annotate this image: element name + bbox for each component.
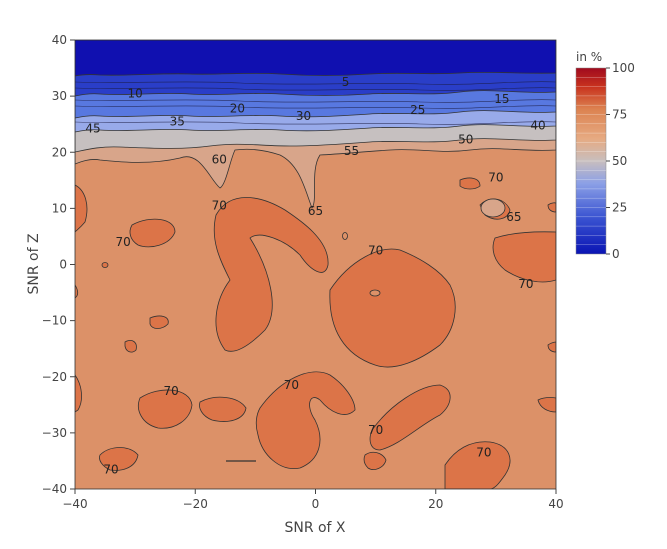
x-tick-label: −40 [62, 497, 87, 511]
contour-label: 70 [368, 243, 383, 257]
contour-label: 70 [284, 378, 299, 392]
y-tick-label: 20 [52, 145, 67, 159]
y-axis-ticks: 40 30 20 10 0 −10 −20 −30 −40 [42, 33, 75, 496]
y-tick-label: 40 [52, 33, 67, 47]
contour-label: 70 [518, 277, 533, 291]
colorbar-band-lines [576, 77, 606, 245]
small-contours [101, 198, 506, 462]
y-axis-title: SNR of Z [26, 233, 42, 294]
contour-label: 65 [308, 204, 323, 218]
x-tick-label: −20 [183, 497, 208, 511]
contour-label: 45 [85, 122, 100, 136]
contour-label: 50 [458, 132, 473, 146]
x-tick-label: 0 [312, 497, 320, 511]
contour-label: 65 [506, 210, 521, 224]
x-axis-ticks: −40 −20 0 20 40 [62, 489, 564, 511]
contour-label: 70 [164, 384, 179, 398]
colorbar-tick-label: 100 [612, 61, 635, 75]
contour-label: 30 [296, 109, 311, 123]
contour-label: 25 [410, 103, 425, 117]
colorbar-tick-label: 50 [612, 154, 627, 168]
y-tick-label: −40 [42, 482, 67, 496]
colorbar: in % 0 25 50 75 100 [575, 50, 635, 261]
colorbar-title: in % [576, 50, 602, 64]
contour-label: 70 [476, 446, 491, 460]
contour-label: 70 [103, 462, 118, 476]
contour-label: 35 [170, 114, 185, 128]
colorbar-tick-label: 0 [612, 247, 620, 261]
colorbar-tick-label: 75 [612, 108, 627, 122]
contour-label: 70 [368, 423, 383, 437]
y-tick-label: −30 [42, 426, 67, 440]
contour-label: 70 [212, 199, 227, 213]
contour-label: 40 [530, 118, 545, 132]
islands-70 [75, 177, 556, 489]
y-tick-label: −10 [42, 314, 67, 328]
contour-label: 70 [488, 171, 503, 185]
contour-label: 15 [494, 92, 509, 106]
x-tick-label: 20 [428, 497, 443, 511]
y-tick-label: −20 [42, 370, 67, 384]
plot-area: 5 10 15 20 25 30 35 40 45 50 55 60 65 65 70 70 70 70 70 70 7… [75, 40, 556, 489]
contour-label: 55 [344, 144, 359, 158]
colorbar-tick-label: 25 [612, 201, 627, 215]
contour-label: 70 [115, 235, 130, 249]
band-0-5 [75, 40, 556, 77]
contour-label: 10 [127, 86, 142, 100]
colorbar-ticks: 0 25 50 75 100 [606, 61, 635, 261]
contour-label: 60 [212, 153, 227, 167]
x-axis-title: SNR of X [284, 520, 345, 536]
contour-labels: 5 10 15 20 25 30 35 40 45 50 55 60 65 65 70 70 70 70 70 70 7… [85, 75, 545, 476]
contour-label: 20 [230, 101, 245, 115]
y-tick-label: 10 [52, 201, 67, 215]
blue-contour-lines [75, 81, 556, 125]
y-tick-label: 30 [52, 89, 67, 103]
x-tick-label: 40 [548, 497, 563, 511]
contour-label: 5 [342, 75, 350, 89]
y-tick-label: 0 [59, 258, 67, 272]
